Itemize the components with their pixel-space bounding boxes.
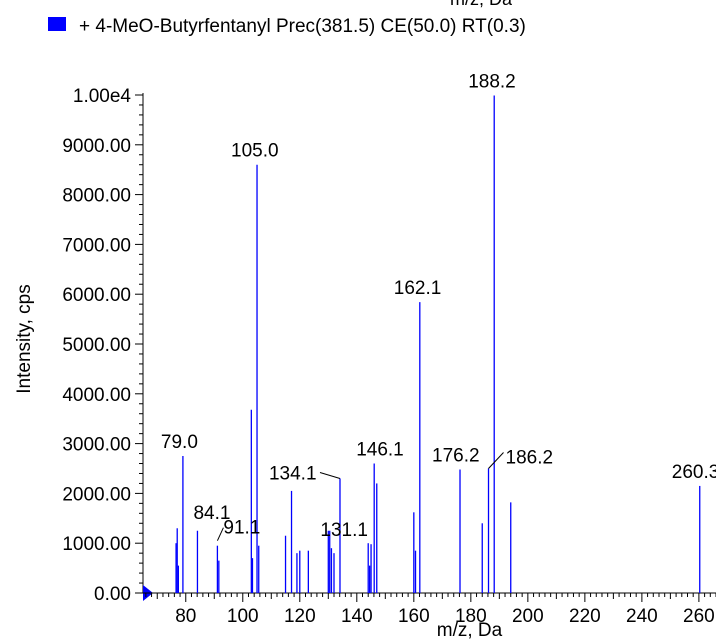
x-tick-label: 200: [512, 606, 544, 627]
x-tick-label: 100: [227, 606, 259, 627]
x-tick-label: 80: [175, 606, 196, 627]
x-tick-label: 140: [341, 606, 373, 627]
peak-label: 188.2: [468, 71, 516, 92]
peak-label-leader: [216, 527, 224, 541]
x-tick-label: 220: [569, 606, 601, 627]
peak-label: 162.1: [394, 278, 442, 299]
peak-label: 176.2: [432, 445, 480, 466]
y-tick-label: 6000.00: [62, 285, 131, 306]
y-tick-label: 4000.00: [62, 385, 131, 406]
spectrum-peaks: [175, 95, 701, 593]
cropped-axis-label: m/z, Da: [450, 0, 512, 10]
x-tick-label: 160: [398, 606, 430, 627]
peak-label: 105.0: [231, 141, 279, 162]
x-axis-title: m/z, Da: [437, 620, 503, 641]
legend: + 4-MeO-Butyrfentanyl Prec(381.5) CE(50.…: [48, 16, 526, 38]
peak-label-leader: [319, 471, 341, 479]
y-tick-label: 1000.00: [62, 534, 131, 555]
axis-titles: m/z, Da Intensity, cps: [14, 284, 503, 641]
y-axis: 0.00 1000.00 2000.00 3000.00 4000.00 5000.00 6…: [62, 86, 153, 605]
legend-swatch: [48, 17, 66, 31]
y-tick-label: 3000.00: [62, 435, 131, 456]
peak-label: 91.1: [223, 518, 260, 539]
peak-label: 134.1: [269, 463, 317, 484]
x-tick-label: 120: [284, 606, 316, 627]
peak-labels: 79.0 84.191.1 105.0 131.1 134.1 146.1 162.1 176…: [161, 71, 716, 541]
x-tick-label: 240: [626, 606, 658, 627]
peak-label-leader: [488, 452, 504, 469]
y-tick-label: 8000.00: [62, 186, 131, 207]
y-tick-label: 2000.00: [62, 484, 131, 505]
y-tick-label: 5000.00: [62, 335, 131, 356]
peak-label: 131.1: [320, 520, 368, 541]
x-axis: 80 100 120 140 160 180 200 220 240 260: [143, 592, 716, 627]
y-tick-label: 1.00e4: [73, 86, 132, 107]
peak-label: 186.2: [506, 448, 554, 469]
legend-label: + 4-MeO-Butyrfentanyl Prec(381.5) CE(50.…: [79, 16, 526, 37]
y-tick-label: 0.00: [94, 584, 131, 605]
y-axis-title: Intensity, cps: [14, 284, 35, 393]
x-tick-label: 260: [683, 606, 715, 627]
y-tick-label: 7000.00: [62, 235, 131, 256]
y-tick-label: 9000.00: [62, 136, 131, 157]
peak-label: 84.1: [193, 503, 230, 524]
peak-label: 146.1: [356, 440, 404, 461]
peak-label: 79.0: [161, 432, 198, 453]
peak-label: 260.3: [672, 462, 716, 483]
x-tick-label: 180: [455, 606, 487, 627]
